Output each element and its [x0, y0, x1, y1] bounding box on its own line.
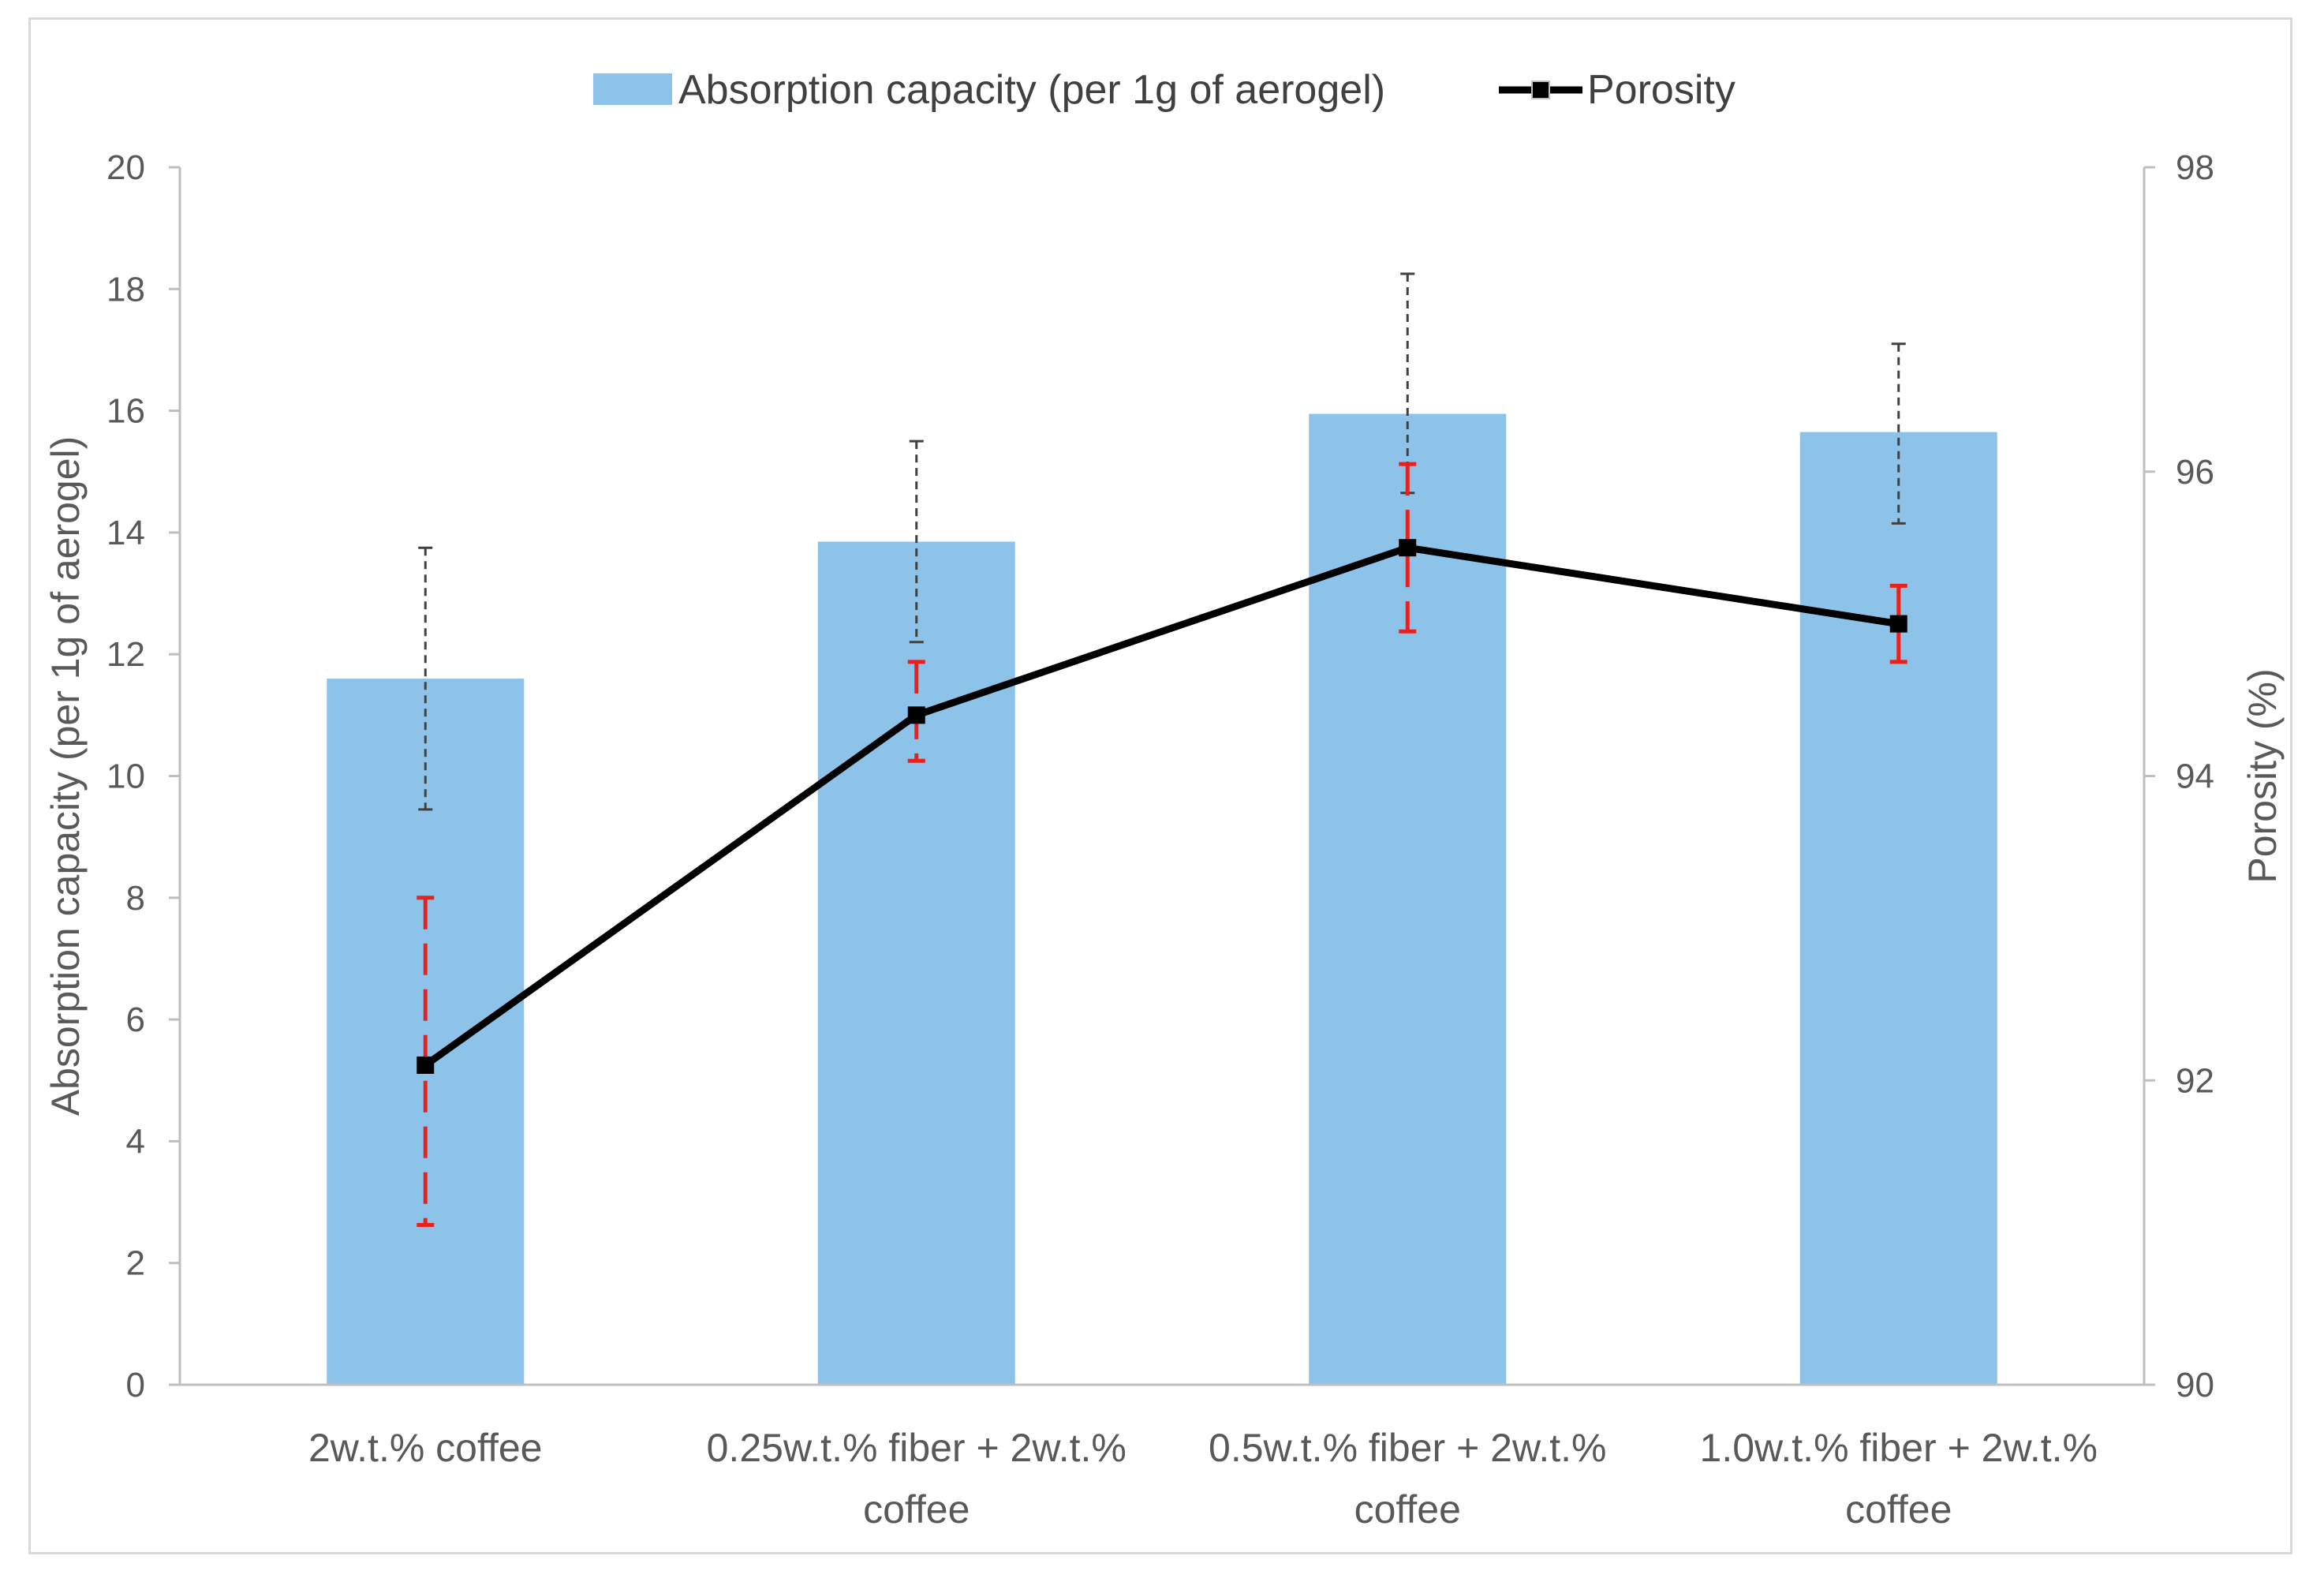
- axes: 0 2 4 6 8 10 12 14 16 18 20 90 92 94 96 98: [106, 148, 2214, 1404]
- y-tick-label: 20: [106, 148, 145, 187]
- y2-tick-label: 96: [2176, 453, 2214, 492]
- y-tick-label: 4: [126, 1122, 145, 1161]
- x-tick-label: coffee: [1354, 1487, 1461, 1532]
- porosity-marker: [907, 706, 925, 724]
- bar: [327, 679, 525, 1385]
- y-tick-label: 12: [106, 635, 145, 674]
- y-tick-label: 2: [126, 1244, 145, 1283]
- y2-tick-label: 94: [2176, 757, 2214, 796]
- y-tick-label: 10: [106, 757, 145, 796]
- bar: [1799, 432, 1997, 1385]
- y-axis-title: Absorption capacity (per 1g of aerogel): [43, 436, 88, 1116]
- y-tick-label: 14: [106, 514, 145, 552]
- x-tick-label: 0.25w.t.% fiber + 2w.t.%: [707, 1426, 1127, 1470]
- y-tick-label: 16: [106, 392, 145, 431]
- legend-swatch-marker: [1531, 80, 1550, 99]
- porosity-line: [423, 544, 1900, 1068]
- x-tick-label: coffee: [1845, 1487, 1952, 1532]
- porosity-marker: [417, 1056, 435, 1074]
- porosity-marker: [1889, 615, 1907, 633]
- bar-series: [327, 413, 1997, 1386]
- x-tick-label: 0.5w.t.% fiber + 2w.t.%: [1209, 1426, 1606, 1470]
- bar-error-bars: [418, 272, 1906, 811]
- y2-axis-title: Porosity (%): [2240, 668, 2285, 883]
- y2-tick-label: 90: [2176, 1366, 2214, 1404]
- x-tick-label: 2w.t.% coffee: [308, 1426, 542, 1470]
- legend-swatch-bar: [593, 73, 672, 105]
- y-tick-label: 8: [126, 879, 145, 918]
- x-tick-label: 1.0w.t.% fiber + 2w.t.%: [1700, 1426, 2098, 1470]
- y2-tick-label: 98: [2176, 148, 2214, 187]
- legend-label: Absorption capacity (per 1g of aerogel): [678, 67, 1385, 113]
- legend: Absorption capacity (per 1g of aerogel) P…: [593, 67, 1736, 113]
- porosity-series: [417, 462, 1907, 1227]
- x-tick-label: coffee: [863, 1487, 970, 1532]
- legend-label: Porosity: [1587, 67, 1736, 113]
- porosity-marker: [1399, 539, 1417, 557]
- y-tick-label: 18: [106, 270, 145, 309]
- y2-tick-label: 92: [2176, 1061, 2214, 1100]
- y-tick-label: 0: [126, 1366, 145, 1404]
- y-tick-label: 6: [126, 1000, 145, 1039]
- axis-labels: 2w.t.% coffee 0.25w.t.% fiber + 2w.t.% cof…: [43, 436, 2285, 1532]
